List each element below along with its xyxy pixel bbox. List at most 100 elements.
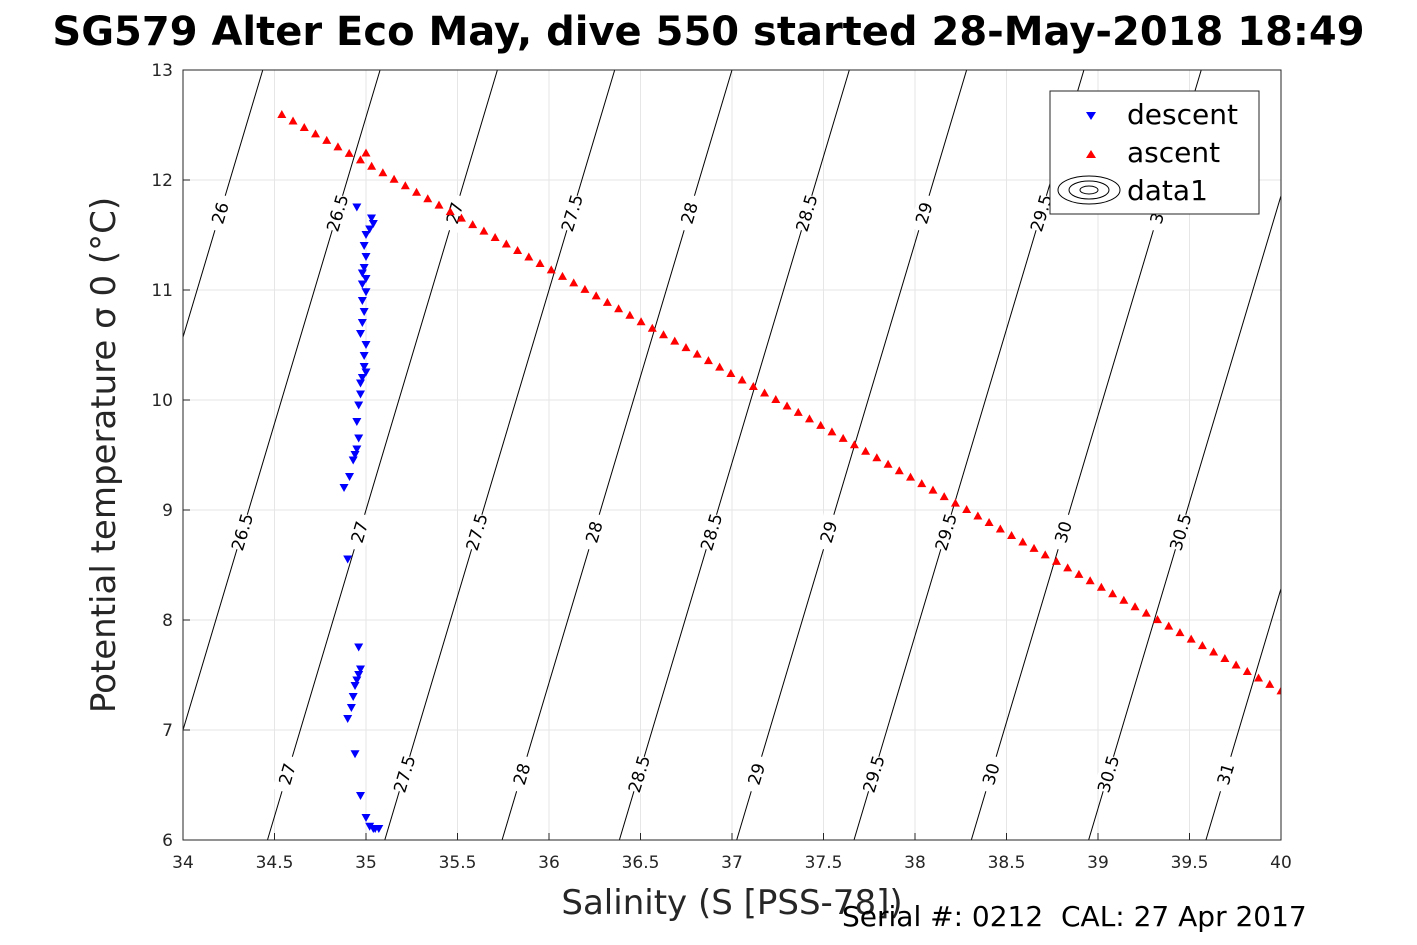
y-tick-label: 6 — [162, 831, 173, 851]
ascent-point — [1164, 621, 1174, 630]
contour-label: 27.5 — [558, 192, 588, 234]
contour-label-bg — [1210, 753, 1241, 795]
contour-label-bg — [931, 511, 961, 553]
ascent-point — [591, 291, 601, 300]
contour-label: 26.5 — [228, 511, 258, 553]
contour-label-bg — [858, 753, 889, 795]
ascent-point — [400, 181, 410, 190]
ascent-point — [367, 161, 377, 170]
ascent-point — [378, 168, 388, 177]
contour-label-bg — [741, 753, 772, 795]
contour-label-bg — [322, 192, 353, 234]
descent-point — [352, 445, 362, 454]
ascent-point — [1029, 543, 1039, 552]
ascent-point — [1108, 589, 1118, 598]
descent-point — [359, 352, 369, 360]
descent-point — [357, 280, 367, 289]
descent-point — [357, 319, 367, 327]
ascent-point — [288, 116, 298, 125]
descent-point — [357, 374, 367, 382]
contour-label-bg — [1093, 753, 1124, 795]
descent-point — [354, 401, 364, 410]
ascent-point — [299, 122, 309, 131]
ascent-point — [1254, 673, 1264, 682]
ascent-point — [361, 148, 371, 157]
ascent-point — [524, 252, 534, 261]
legend-data1-label: data1 — [1127, 174, 1208, 207]
contour-line-27 — [266, 70, 498, 840]
ascent-point — [311, 129, 321, 138]
descent-point — [361, 275, 371, 283]
ascent-point — [1197, 641, 1207, 650]
descent-point — [356, 330, 366, 338]
descent-point — [359, 264, 369, 272]
contour-line-27.5 — [384, 70, 616, 840]
ascent-point — [760, 388, 770, 397]
legend-contour-icon — [1057, 175, 1121, 205]
descent-point — [354, 434, 364, 443]
ascent-point — [625, 310, 635, 319]
descent-point — [366, 214, 376, 223]
contour-label: 26.5 — [323, 192, 353, 234]
x-tick-label: 35.5 — [439, 853, 477, 873]
ascent-point — [1276, 686, 1281, 695]
ascent-point — [670, 336, 680, 345]
ascent-point — [456, 213, 466, 222]
contour-label: 28.5 — [625, 753, 655, 795]
descent-point — [354, 671, 364, 679]
contour-label-bg — [205, 192, 235, 234]
ascent-point — [659, 330, 669, 339]
ascent-point — [995, 524, 1005, 533]
contour-line-29 — [736, 70, 968, 840]
descent-point — [357, 297, 367, 305]
contour-label: 29.5 — [860, 753, 890, 795]
descent-point — [352, 676, 362, 685]
x-tick-label: 36 — [538, 853, 560, 873]
ascent-point — [928, 485, 938, 494]
descent-point — [365, 225, 375, 234]
x-tick-label: 36.5 — [622, 853, 660, 873]
contour-label-bg — [227, 511, 257, 553]
ascent-point — [535, 258, 545, 267]
contour-label: 30.5 — [1094, 753, 1124, 795]
ascent-point — [1175, 628, 1185, 637]
ascent-point — [580, 284, 590, 293]
ascent-point — [917, 479, 927, 488]
legend-descent-label: descent — [1127, 98, 1238, 131]
descent-point — [348, 456, 358, 465]
ascent-point — [647, 323, 657, 332]
y-tick-label: 11 — [151, 281, 173, 301]
contour-label: 28.5 — [697, 511, 727, 553]
contour-label-bg — [462, 511, 492, 553]
contour-label-bg — [1026, 192, 1056, 234]
y-tick-label: 12 — [151, 171, 173, 191]
ascent-point — [602, 297, 612, 306]
ascent-point — [322, 135, 332, 144]
contour-label-bg — [557, 192, 587, 234]
x-axis-label: Salinity (S [PSS-78]) — [561, 883, 902, 923]
ascent-point — [277, 110, 287, 118]
contour-label-bg — [674, 192, 705, 234]
contour-label-bg — [579, 511, 609, 553]
ascent-point — [715, 362, 725, 371]
ascent-point — [636, 317, 646, 326]
ascent-point — [1119, 595, 1129, 604]
ascent-point — [1141, 608, 1151, 617]
contour-label-bg — [1048, 511, 1079, 553]
ascent-point — [894, 466, 904, 475]
ascent-point — [1209, 647, 1219, 656]
contour-label: 30.5 — [1167, 511, 1197, 553]
contour-label-bg — [791, 192, 822, 234]
descent-point — [359, 242, 369, 250]
ascent-point — [445, 207, 455, 216]
ascent-point — [962, 505, 972, 514]
ascent-point — [973, 511, 983, 520]
contour-label-bg — [507, 753, 537, 795]
ascent-point — [838, 433, 848, 442]
contour-label: 28.5 — [793, 192, 823, 234]
ascent-point — [782, 401, 792, 410]
ascent-point — [816, 420, 826, 429]
descent-point — [352, 203, 362, 212]
ascent-point — [748, 382, 758, 391]
descent-point — [361, 814, 371, 822]
